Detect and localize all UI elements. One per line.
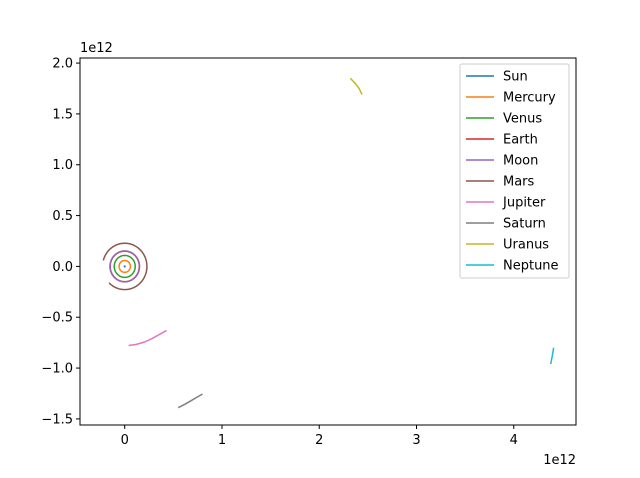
x-axis: 0 1 2 3 4: [121, 425, 518, 448]
legend-label: Sun: [503, 70, 528, 85]
legend-label: Moon: [503, 154, 538, 169]
x-tick-label: 0: [121, 433, 129, 448]
y-tick-label: 1.5: [52, 107, 73, 122]
series-line-sun: [123, 265, 126, 268]
y-tick-label: 0.5: [52, 209, 73, 224]
series-line-mars: [102, 242, 148, 291]
series-line-jupiter: [128, 329, 167, 347]
y-tick-label: −1.5: [41, 412, 73, 427]
series-line-saturn: [177, 393, 203, 409]
x-tick-label: 3: [412, 433, 420, 448]
legend-label: Jupiter: [502, 196, 546, 211]
x-axis-offset-label: 1e12: [543, 453, 576, 468]
legend-label: Neptune: [503, 259, 559, 274]
series-line-mercury: [118, 259, 132, 274]
y-tick-label: −1.0: [41, 362, 73, 377]
x-tick-label: 4: [510, 433, 518, 448]
legend-label: Venus: [503, 112, 542, 127]
legend-label: Uranus: [503, 238, 549, 253]
x-tick-label: 1: [218, 433, 226, 448]
legend-label: Mercury: [503, 91, 556, 106]
legend-label: Saturn: [503, 217, 546, 232]
legend-label: Earth: [503, 133, 538, 148]
series-lines: [102, 77, 555, 409]
y-tick-label: 1.0: [52, 158, 73, 173]
series-line-uranus: [349, 77, 363, 95]
y-axis-offset-label: 1e12: [80, 41, 113, 56]
series-line-venus: [113, 254, 136, 279]
legend-label: Mars: [503, 175, 535, 190]
y-tick-label: 2.0: [52, 57, 73, 72]
y-axis: −1.5 −1.0 −0.5 0.0 0.5 1.0 1.5 2.0: [41, 57, 80, 427]
x-tick-label: 2: [315, 433, 323, 448]
axes-frame: [79, 57, 577, 426]
legend: Sun Mercury Venus Earth Moon Mars Jupiter Satur…: [459, 63, 570, 279]
series-line-neptune: [549, 347, 555, 365]
series-line-moon: [109, 250, 141, 283]
y-tick-label: 0.0: [52, 260, 73, 275]
y-tick-label: −0.5: [41, 311, 73, 326]
